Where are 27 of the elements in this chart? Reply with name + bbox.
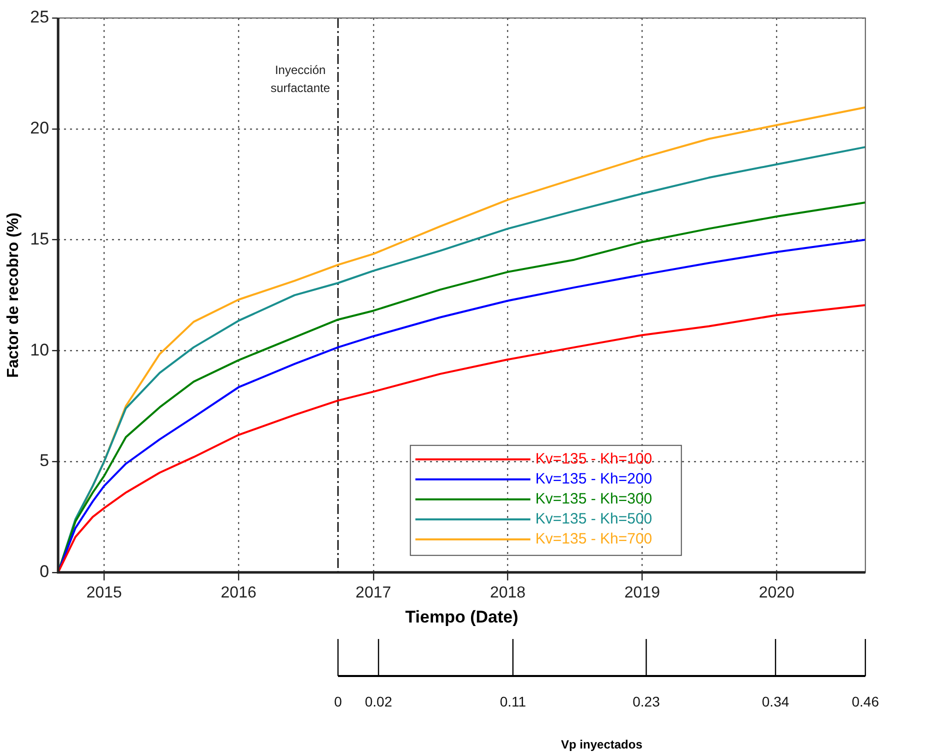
x-tick-label: 2015 — [86, 584, 122, 602]
y-tick-label: 5 — [40, 451, 50, 470]
text: Kv=135 - Kh=100 — [535, 450, 652, 468]
y-tick-label: 25 — [30, 8, 50, 27]
x2-tick-label: 0.02 — [364, 693, 392, 710]
x2-tick-label: 0.11 — [500, 693, 526, 710]
text: Kv=135 - Kh=500 — [535, 510, 652, 528]
x-tick-label: 2016 — [220, 584, 256, 602]
text: Kv=135 - Kh=300 — [535, 490, 652, 508]
text: Kv=135 - Kh=700 — [535, 530, 652, 548]
ref-line-label: Inyección surfactante — [270, 63, 330, 95]
x-tick-label: 2020 — [758, 584, 795, 602]
y-tick-label: 0 — [40, 562, 50, 582]
x-tick-label: 2018 — [490, 584, 526, 602]
text: Kv=135 - Kh=200 — [535, 470, 652, 488]
x2-tick-label: 0.23 — [632, 693, 660, 710]
y-tick-label: 20 — [30, 118, 50, 138]
x-tick-label: 2019 — [624, 584, 660, 602]
x2-axis-title: Vp inyectados — [561, 737, 643, 752]
y-tick-label: 10 — [30, 340, 50, 360]
x2-tick-label: 0.46 — [852, 693, 880, 710]
x2-tick-label: 0.34 — [762, 693, 790, 710]
x2-tick-label: 0 — [334, 693, 342, 710]
y-axis-title: Factor de recobro (%) — [5, 212, 22, 378]
x-tick-label: 2017 — [356, 584, 392, 602]
y-tick-label: 15 — [30, 229, 50, 248]
x-axis-title: Tiempo (Date) — [405, 607, 518, 626]
